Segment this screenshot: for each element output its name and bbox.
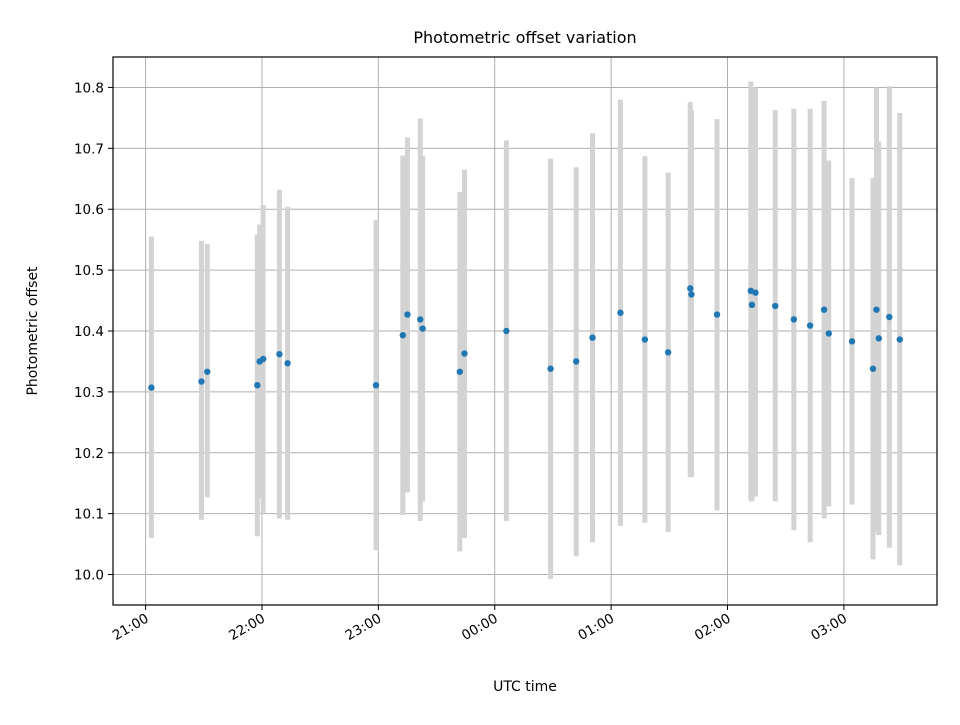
data-point: [276, 350, 283, 358]
y-axis-label: Photometric offset: [25, 266, 41, 396]
data-point: [886, 313, 893, 321]
chart-title: Photometric offset variation: [413, 28, 636, 47]
data-point: [617, 309, 624, 316]
x-tick-label: 21:00: [110, 611, 152, 644]
data-point: [503, 327, 510, 335]
data-markers: [148, 285, 903, 391]
data-point: [456, 368, 464, 375]
data-point: [896, 336, 903, 343]
y-tick-label: 10.7: [74, 141, 104, 157]
y-tick-label: 10.0: [74, 568, 104, 584]
data-point: [806, 322, 814, 329]
y-tick-label: 10.4: [74, 324, 104, 340]
data-point: [404, 311, 411, 318]
data-point: [399, 332, 406, 339]
data-point: [573, 358, 580, 365]
data-point: [461, 350, 468, 357]
x-tick-label: 03:00: [808, 611, 850, 644]
data-point: [820, 306, 828, 313]
y-tick-label: 10.3: [74, 385, 104, 401]
x-axis-label: UTC time: [493, 679, 557, 695]
x-tick-label: 00:00: [459, 611, 501, 644]
data-point: [372, 381, 380, 389]
data-point: [873, 306, 880, 313]
data-point: [148, 384, 155, 391]
data-point: [284, 360, 291, 367]
data-point: [664, 349, 672, 356]
y-tick-label: 10.5: [74, 263, 104, 279]
data-point: [589, 334, 596, 341]
data-point: [752, 289, 759, 296]
data-point: [688, 291, 695, 298]
data-point: [641, 336, 649, 343]
x-tick-label: 01:00: [575, 611, 617, 644]
data-point: [198, 378, 205, 385]
data-point: [254, 381, 261, 389]
data-point: [748, 301, 756, 309]
data-point: [204, 368, 211, 375]
y-tick-label: 10.1: [74, 507, 104, 523]
x-axis-ticks: 21:00 22:00 23:00 00:00 01:00 02:00 03:00: [110, 605, 850, 644]
y-tick-label: 10.2: [74, 446, 104, 462]
y-tick-label: 10.8: [74, 80, 104, 96]
data-point: [848, 338, 856, 345]
y-axis-ticks: 10.0 10.1 10.2 10.3 10.4 10.5 10.6 10.7 10.8: [74, 80, 113, 584]
data-point: [713, 311, 721, 318]
data-point: [875, 335, 883, 342]
data-point: [687, 285, 694, 292]
error-bars: [148, 81, 903, 579]
y-tick-label: 10.6: [74, 202, 104, 218]
data-point: [869, 365, 877, 372]
data-point: [547, 365, 554, 372]
data-point: [790, 316, 798, 323]
x-tick-label: 22:00: [226, 611, 268, 644]
data-point: [825, 330, 832, 337]
x-tick-label: 23:00: [343, 611, 385, 644]
data-point: [417, 316, 424, 323]
x-tick-label: 02:00: [692, 611, 734, 644]
grid-lines: [113, 57, 937, 605]
data-point: [259, 355, 267, 363]
data-point: [419, 325, 426, 332]
data-point: [772, 302, 779, 310]
